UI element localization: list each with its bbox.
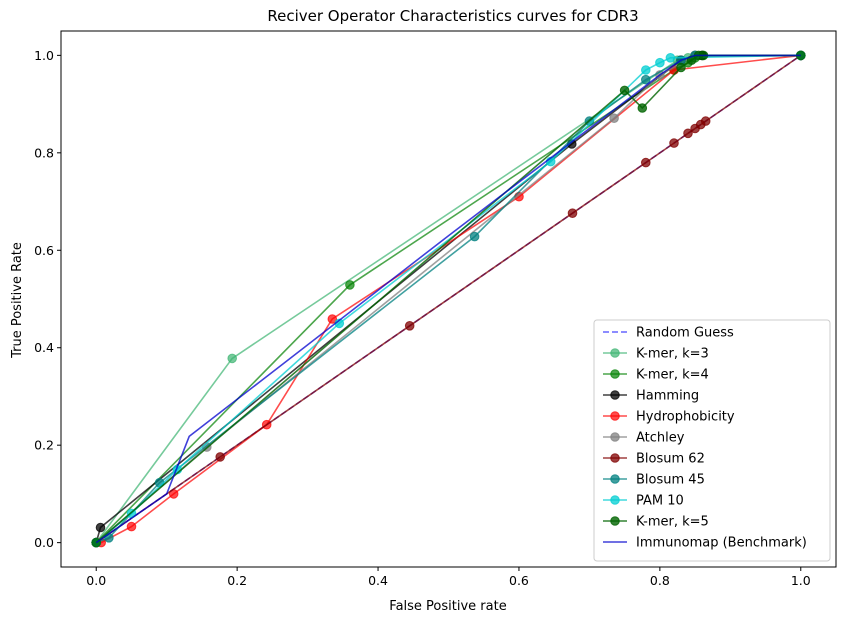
data-point xyxy=(641,74,651,85)
data-point xyxy=(95,522,106,533)
legend-label: Atchley xyxy=(636,431,685,446)
legend-item: Hamming xyxy=(603,389,699,404)
legend-label: K-mer, k=5 xyxy=(636,515,709,530)
data-point xyxy=(327,314,338,324)
data-point xyxy=(404,321,415,331)
data-point xyxy=(683,128,693,139)
data-point xyxy=(669,138,679,148)
series-line xyxy=(95,54,801,544)
data-point xyxy=(215,452,225,462)
x-axis-label: False Positive rate xyxy=(389,599,506,614)
legend-box xyxy=(593,319,831,562)
data-point xyxy=(126,521,137,532)
y-tick-label: 0.0 xyxy=(34,535,54,550)
legend-item: K-mer, k=4 xyxy=(603,368,709,383)
legend-label: K-mer, k=4 xyxy=(636,368,709,383)
legend-item: PAM 10 xyxy=(603,494,684,509)
data-point xyxy=(641,157,651,168)
legend-marker xyxy=(610,453,620,463)
data-point xyxy=(700,116,711,126)
x-tick-label: 0.2 xyxy=(227,573,247,588)
legend-item: Blosum 62 xyxy=(603,452,705,467)
data-point xyxy=(469,231,480,242)
legend-label: PAM 10 xyxy=(636,494,684,509)
plot-frame xyxy=(60,30,837,568)
data-point xyxy=(655,57,665,68)
legend-marker xyxy=(610,348,620,358)
x-tick-label: 0.0 xyxy=(86,573,106,588)
plot-area xyxy=(91,50,806,548)
data-point xyxy=(609,113,619,123)
legend-label: Hydrophobicity xyxy=(636,410,735,425)
legend-marker xyxy=(610,369,620,379)
data-point xyxy=(676,62,686,73)
series-10 xyxy=(95,54,801,544)
x-tick-label: 0.8 xyxy=(650,573,670,588)
legend-label: Hamming xyxy=(636,389,699,404)
legend-item: K-mer, k=5 xyxy=(603,515,709,530)
data-point xyxy=(345,280,355,290)
legend-marker xyxy=(610,516,620,526)
legend-label: Immunomap (Benchmark) xyxy=(636,536,807,551)
y-tick-label: 1.0 xyxy=(34,48,54,63)
legend-label: Blosum 45 xyxy=(636,473,705,488)
legend-marker xyxy=(610,432,620,442)
data-point xyxy=(665,53,676,63)
legend-marker xyxy=(610,474,620,484)
legend-item: Hydrophobicity xyxy=(603,410,735,425)
legend-label: Blosum 62 xyxy=(636,452,705,467)
legend-item: Atchley xyxy=(603,431,685,446)
legend-item: Immunomap (Benchmark) xyxy=(603,536,807,551)
legend: Random Guess K-mer, k=3 K-mer, k=4 Hamming H… xyxy=(593,319,831,562)
y-tick-label: 0.8 xyxy=(34,145,54,160)
legend-label: Random Guess xyxy=(636,326,734,341)
data-point xyxy=(227,353,237,364)
data-point xyxy=(637,103,648,113)
legend-item: Random Guess xyxy=(603,326,734,341)
data-point xyxy=(619,85,630,96)
data-point xyxy=(641,65,651,75)
data-point xyxy=(567,208,578,218)
y-tick-label: 0.4 xyxy=(34,340,54,355)
legend-label: K-mer, k=3 xyxy=(636,347,709,362)
legend-item: Blosum 45 xyxy=(603,473,705,488)
legend-marker xyxy=(610,495,620,505)
x-tick-label: 1.0 xyxy=(791,573,811,588)
x-tick-label: 0.6 xyxy=(509,573,529,588)
y-axis-label: True Positive Rate xyxy=(10,242,25,359)
legend-marker xyxy=(610,411,620,421)
legend-item: K-mer, k=3 xyxy=(603,347,709,362)
y-tick-label: 0.6 xyxy=(34,243,54,258)
legend-marker xyxy=(610,390,620,400)
axes: 0.0 0.2 0.4 0.6 0.8 1.0 0.0 0.2 0.4 0.6 0.8 1.0 xyxy=(34,30,837,588)
y-tick-label: 0.2 xyxy=(34,438,54,453)
x-tick-label: 0.4 xyxy=(368,573,388,588)
chart-title: Reciver Operator Characteristics curves … xyxy=(267,7,638,25)
